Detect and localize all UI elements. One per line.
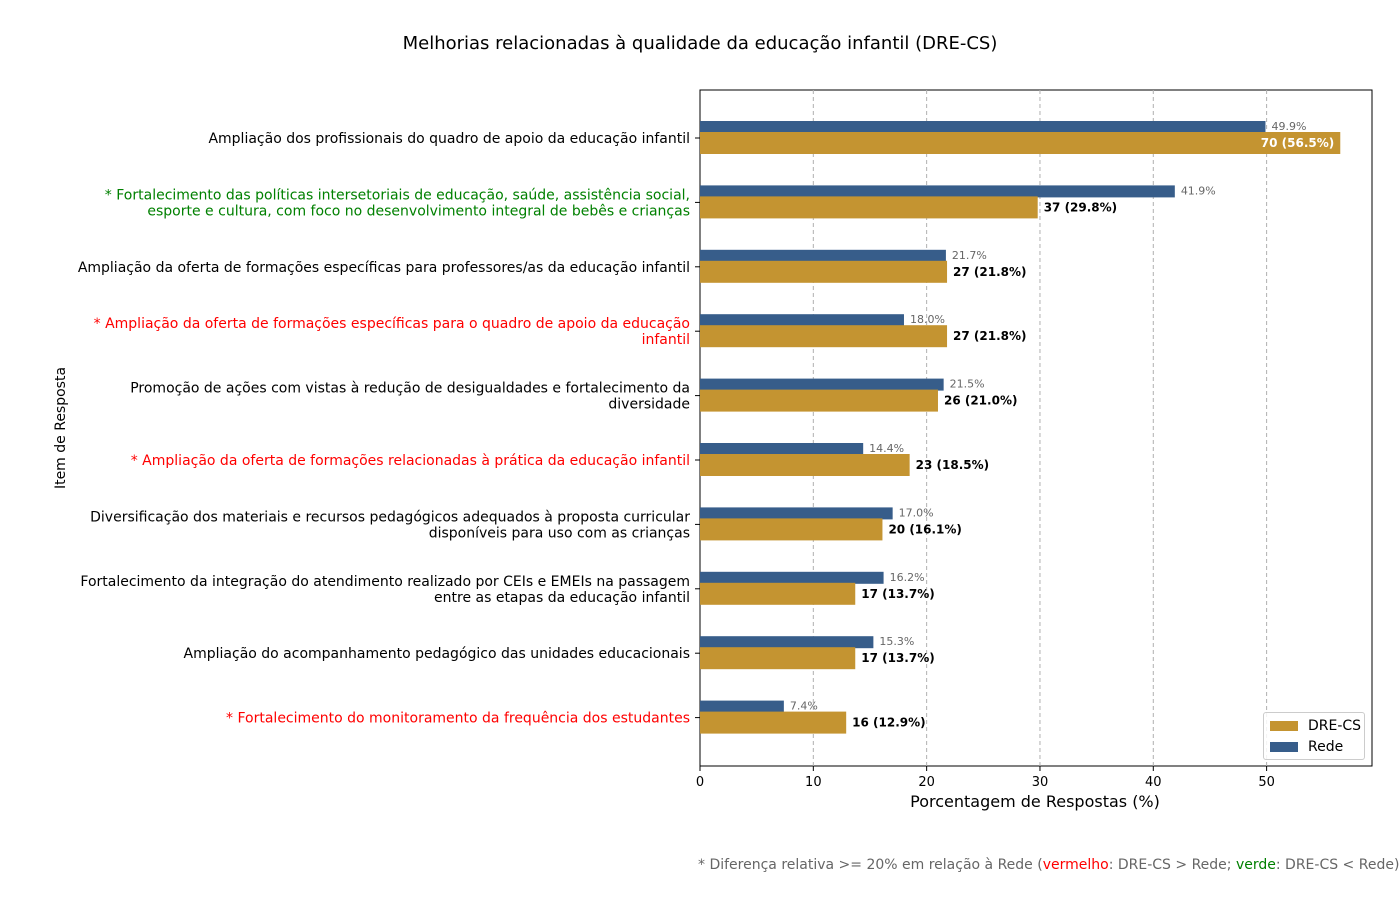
bar-drecs <box>700 647 856 670</box>
drecs-value-label: 27 (21.8%) <box>953 265 1026 279</box>
bar-drecs <box>700 582 856 605</box>
rede-value-label: 41.9% <box>1181 184 1216 197</box>
rede-value-label: 49.9% <box>1271 120 1306 133</box>
bar-rede <box>700 636 874 649</box>
category-label: * Fortalecimento do monitoramento da fre… <box>226 711 690 727</box>
drecs-value-label: 17 (13.7%) <box>861 651 934 665</box>
bar-rede <box>700 314 904 327</box>
category-label: * Ampliação da oferta de formações espec… <box>94 316 690 348</box>
y-axis-label: Item de Resposta <box>53 366 69 490</box>
chart-title: Melhorias relacionadas à qualidade da ed… <box>402 33 998 54</box>
category-label: Ampliação do acompanhamento pedagógico d… <box>184 646 690 662</box>
drecs-value-label: 16 (12.9%) <box>852 716 925 730</box>
bar-rede <box>700 378 944 391</box>
footnote-prefix: * Diferença relativa >= 20% em relação à… <box>698 857 1043 873</box>
bar-rede <box>700 185 1175 198</box>
x-tick-label: 0 <box>696 775 704 790</box>
drecs-value-label: 27 (21.8%) <box>953 329 1026 343</box>
category-label: Ampliação da oferta de formações específ… <box>78 260 690 276</box>
rede-value-label: 21.5% <box>950 378 985 391</box>
bar-rede <box>700 507 893 520</box>
bar-drecs <box>700 711 847 734</box>
drecs-value-label: 23 (18.5%) <box>916 458 989 472</box>
drecs-value-label: 26 (21.0%) <box>944 394 1017 408</box>
footnote-middle: : DRE-CS > Rede; <box>1108 857 1236 873</box>
bar-drecs <box>700 132 1341 154</box>
rede-value-label: 18.0% <box>910 313 945 326</box>
bar-rede <box>700 443 864 455</box>
bar-drecs <box>700 325 948 348</box>
legend: DRE-CS Rede <box>1263 712 1365 760</box>
rede-value-label: 7.4% <box>790 700 818 713</box>
bar-drecs <box>700 260 948 283</box>
category-label: * Ampliação da oferta de formações relac… <box>131 453 690 469</box>
x-axis-label: Porcentagem de Respostas (%) <box>910 792 1160 811</box>
bar-rede <box>700 121 1266 133</box>
category-label: Diversificação dos materiais e recursos … <box>90 509 690 541</box>
plot-frame <box>699 89 1373 767</box>
x-tick-label: 50 <box>1258 775 1275 790</box>
x-tick-label: 20 <box>918 775 935 790</box>
rede-value-label: 16.2% <box>890 571 925 584</box>
category-label: Fortalecimento da integração do atendime… <box>80 574 690 606</box>
footnote-red-word: vermelho <box>1042 857 1109 873</box>
bar-rede <box>700 249 946 262</box>
category-label: Promoção de ações com vistas à redução d… <box>130 381 690 413</box>
drecs-value-label: 20 (16.1%) <box>888 522 961 536</box>
footnote-suffix: : DRE-CS < Rede) <box>1275 857 1400 873</box>
rede-value-label: 14.4% <box>869 442 904 455</box>
legend-label-drecs: DRE-CS <box>1308 718 1362 734</box>
rede-value-label: 15.3% <box>879 635 914 648</box>
bar-drecs <box>700 196 1038 219</box>
legend-item-drecs: DRE-CS <box>1270 718 1361 734</box>
footnote-green-word: verde <box>1235 857 1276 873</box>
bar-drecs <box>700 454 910 476</box>
drecs-value-label: 37 (29.8%) <box>1044 200 1117 214</box>
drecs-value-label: 70 (56.5%) <box>1261 136 1334 150</box>
bar-rede <box>700 700 784 713</box>
drecs-value-label: 17 (13.7%) <box>861 587 934 601</box>
bar-drecs <box>700 518 883 541</box>
rede-value-label: 21.7% <box>952 249 987 262</box>
x-tick-label: 40 <box>1145 775 1162 790</box>
legend-swatch-rede <box>1270 742 1298 752</box>
legend-label-rede: Rede <box>1308 739 1344 755</box>
bar-drecs <box>700 389 938 412</box>
x-tick-label: 30 <box>1032 775 1049 790</box>
bar-rede <box>700 571 884 584</box>
legend-item-rede: Rede <box>1270 739 1343 755</box>
x-tick-label: 10 <box>805 775 822 790</box>
footnote: * Diferença relativa >= 20% em relação à… <box>698 857 1399 873</box>
legend-swatch-drecs <box>1270 721 1298 731</box>
category-label: Ampliação dos profissionais do quadro de… <box>208 131 690 147</box>
category-label: * Fortalecimento das políticas interseto… <box>105 187 690 219</box>
rede-value-label: 17.0% <box>899 506 934 519</box>
